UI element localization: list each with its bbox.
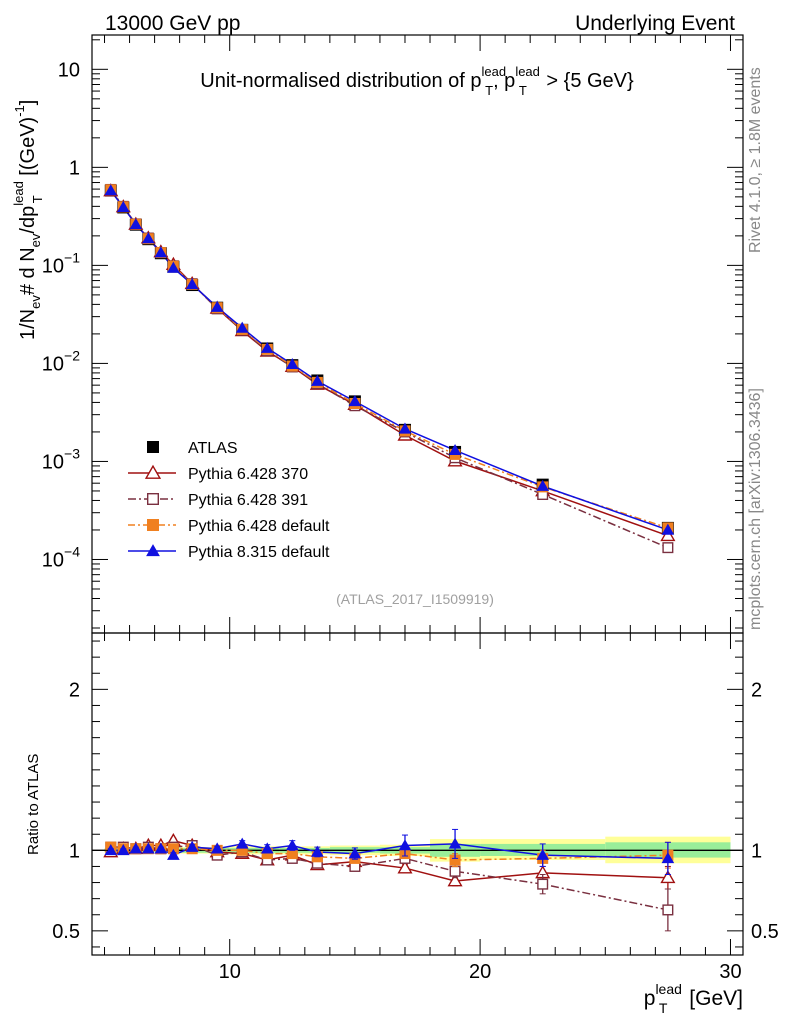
legend: ATLAS Pythia 6.428 370 Pythia 6.428 391 Pyt… — [128, 440, 330, 561]
ratio-marker-p8def — [129, 842, 143, 854]
ratio-ytick-label-right: 1 — [751, 840, 762, 862]
ratio-marker-p8def — [448, 837, 462, 849]
ratio-marker-p8def — [536, 848, 550, 860]
ratio-marker-p8def — [348, 847, 362, 859]
ratio-xtick-label: 20 — [469, 961, 491, 983]
legend-marker-p8def — [146, 544, 160, 557]
legend-label-p8def: Pythia 8.315 default — [188, 544, 330, 561]
ratio-marker-p8def — [210, 842, 224, 854]
main-panel: 10−4 10−3 10−2 10−1 1 10 Unit-normalised dist… — [11, 34, 744, 634]
ratio-marker-p370 — [660, 869, 676, 884]
ratio-ytick-label: 2 — [69, 679, 80, 701]
legend-label-p391: Pythia 6.428 391 — [188, 492, 308, 509]
main-title: Unit-normalised distribution of plead T, … — [200, 64, 634, 98]
main-ylabel: 1/Nev# d Nev/dplead T [(GeV)-1] — [11, 100, 45, 340]
ratio-marker-p391 — [537, 878, 549, 890]
ratio-marker-p6def — [167, 843, 179, 855]
ratio-marker-p6def — [236, 844, 248, 856]
ratio-ylabel: Ratio to ATLAS — [25, 754, 42, 855]
ratio-xlabel: plead T [GeV] — [644, 981, 743, 1016]
ratio-marker-p8def — [235, 837, 249, 849]
ratio-marker-p8def — [116, 844, 130, 856]
legend-marker-atlas — [147, 441, 159, 453]
ratio-axis-ticks: 0.5 0.5 1 1 2 2 10 20 30 — [52, 633, 779, 983]
header-right: Underlying Event — [575, 12, 735, 35]
mcplots-label: mcplots.cern.ch [arXiv:1306.3436] — [747, 388, 764, 630]
marker-p8def — [448, 443, 462, 456]
marker-p391 — [662, 542, 674, 554]
rivet-version-label: Rivet 4.1.0, ≥ 1.8M events — [747, 67, 764, 253]
ratio-plot-marks — [103, 828, 676, 932]
header-left: 13000 GeV pp — [105, 12, 240, 35]
ratio-ytick-label-right: 2 — [751, 679, 762, 701]
main-ytick-label: 10−3 — [42, 445, 80, 473]
legend-label-p6def: Pythia 6.428 default — [188, 518, 330, 535]
main-ytick-label: 10−2 — [42, 347, 80, 375]
main-axis-ticks: 10−4 10−3 10−2 10−1 1 10 — [42, 35, 743, 633]
ratio-marker-p8def — [285, 839, 299, 851]
ratio-marker-p391 — [449, 865, 461, 877]
ratio-marker-p8def — [311, 845, 324, 857]
series-line-p370 — [110, 190, 669, 537]
ratio-marker-p391 — [662, 904, 674, 916]
main-plot-marks — [103, 183, 676, 554]
legend-label-p370: Pythia 6.428 370 — [188, 466, 308, 483]
marker-p8def — [185, 278, 199, 290]
ratio-marker-p8def — [185, 840, 199, 852]
legend-marker-p6def — [147, 519, 159, 531]
ratio-ytick-label: 1 — [69, 840, 80, 862]
marker-p8def — [398, 422, 412, 434]
ratio-frame — [91, 632, 744, 956]
marker-p8def — [260, 341, 274, 353]
marker-p8def — [536, 479, 550, 491]
marker-p8def — [210, 300, 224, 312]
marker-p8def — [154, 246, 168, 258]
ratio-marker-p8def — [398, 839, 412, 851]
marker-p8def — [235, 321, 249, 333]
main-ytick-label: 10−4 — [42, 543, 80, 571]
legend-label-atlas: ATLAS — [188, 440, 238, 457]
marker-p8def — [104, 184, 118, 196]
ratio-marker-p8def — [167, 848, 180, 860]
main-ytick-label: 10−1 — [42, 249, 80, 277]
ratio-marker-p370 — [397, 860, 413, 874]
marker-p8def — [348, 395, 362, 407]
marker-p8def — [285, 357, 299, 370]
ratio-marker-p8def — [104, 844, 118, 856]
marker-p8def — [129, 218, 143, 230]
ratio-xtick-label: 30 — [719, 961, 741, 983]
marker-p8def — [142, 232, 155, 244]
ratio-marker-p370 — [447, 873, 463, 887]
marker-p8def — [167, 261, 180, 273]
ratio-marker-p6def — [286, 848, 298, 860]
ratio-marker-p6def — [449, 854, 461, 866]
ratio-marker-p6def — [261, 848, 273, 860]
ratio-marker-p8def — [142, 842, 155, 854]
ratio-marker-p8def — [260, 842, 274, 854]
ratio-marker-p8def — [154, 842, 168, 854]
main-ytick-label: 10 — [58, 59, 80, 81]
main-ytick-label: 1 — [69, 157, 80, 179]
analysis-watermark: (ATLAS_2017_I1509919) — [336, 591, 494, 607]
legend-marker-p370 — [144, 464, 162, 479]
ratio-panel: 0.5 0.5 1 1 2 2 10 20 30 Ratio to ATLAS plead T [… — [25, 632, 779, 1016]
ratio-xtick-label: 10 — [219, 961, 241, 983]
marker-p370 — [660, 527, 676, 542]
marker-p8def — [661, 523, 675, 535]
legend-marker-p391 — [146, 493, 159, 506]
marker-p8def — [116, 200, 130, 212]
ratio-ytick-label-right: 0.5 — [751, 921, 779, 943]
marker-p8def — [311, 374, 324, 386]
ratio-ytick-label: 0.5 — [52, 921, 80, 943]
ratio-marker-p8def — [661, 852, 675, 864]
